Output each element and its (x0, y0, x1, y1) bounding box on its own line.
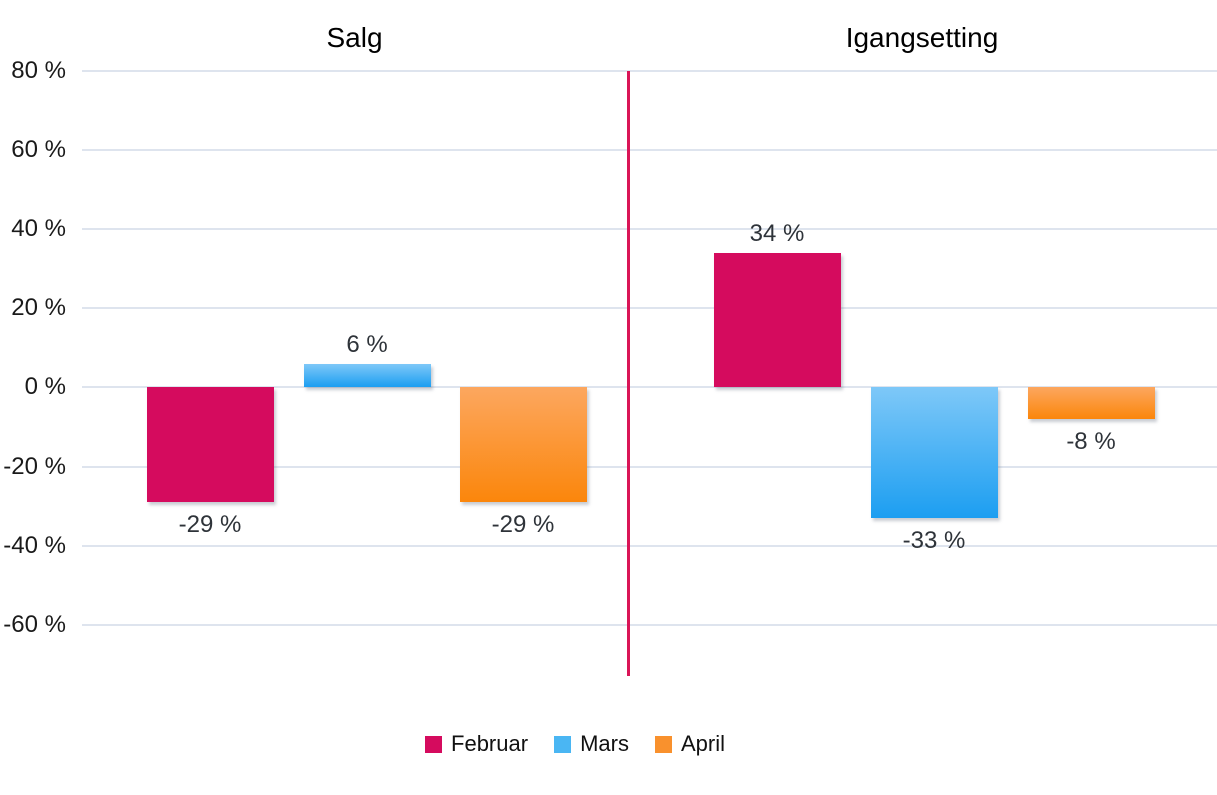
gridline--40 (82, 544, 1217, 547)
legend: Februar Mars April (0, 726, 1150, 762)
bar-salg-april (459, 387, 587, 503)
gridline--60 (82, 623, 1217, 626)
value-label-igangsetting-mars: -33 % (902, 526, 966, 554)
value-label-igangsetting-april: -8 % (1066, 428, 1116, 456)
bar-igangsetting-februar (713, 252, 841, 388)
y-tick-label--40: -40 % (3, 531, 66, 559)
y-tick-label-60: 60 % (11, 136, 66, 164)
gridline-60 (82, 149, 1217, 152)
group-separator-line (627, 71, 630, 676)
y-tick-label-0: 0 % (24, 373, 66, 401)
gridline-80 (82, 70, 1217, 72)
value-label-salg-februar: -29 % (178, 511, 242, 539)
legend-label-april: April (680, 731, 725, 756)
bar-igangsetting-april (1027, 387, 1155, 420)
legend-label-mars: Mars (580, 731, 629, 756)
legend-label-februar: Februar (451, 731, 529, 756)
group-title-igangsetting: Igangsetting (845, 22, 999, 53)
gridline-40 (82, 228, 1217, 231)
group-title-salg: Salg (326, 22, 383, 53)
legend-swatch-april-icon (654, 735, 672, 753)
value-label-salg-april: -29 % (491, 511, 555, 539)
bar-salg-mars (303, 363, 431, 388)
legend-swatch-mars-icon (554, 735, 572, 753)
gridline-20 (82, 307, 1217, 310)
bar-salg-februar (146, 387, 274, 503)
y-tick-label-20: 20 % (11, 294, 66, 322)
y-tick-label--20: -20 % (3, 452, 66, 480)
bar-igangsetting-mars (870, 387, 998, 518)
legend-item-april: April (654, 731, 725, 757)
y-tick-label-40: 40 % (11, 215, 66, 243)
legend-swatch-februar-icon (425, 735, 443, 753)
value-label-igangsetting-februar: 34 % (749, 219, 805, 247)
legend-item-mars: Mars (554, 731, 629, 757)
y-tick-label--60: -60 % (3, 610, 66, 638)
legend-item-februar: Februar (425, 731, 528, 757)
y-tick-label-80: 80 % (11, 57, 66, 84)
value-label-salg-mars: 6 % (346, 330, 388, 358)
